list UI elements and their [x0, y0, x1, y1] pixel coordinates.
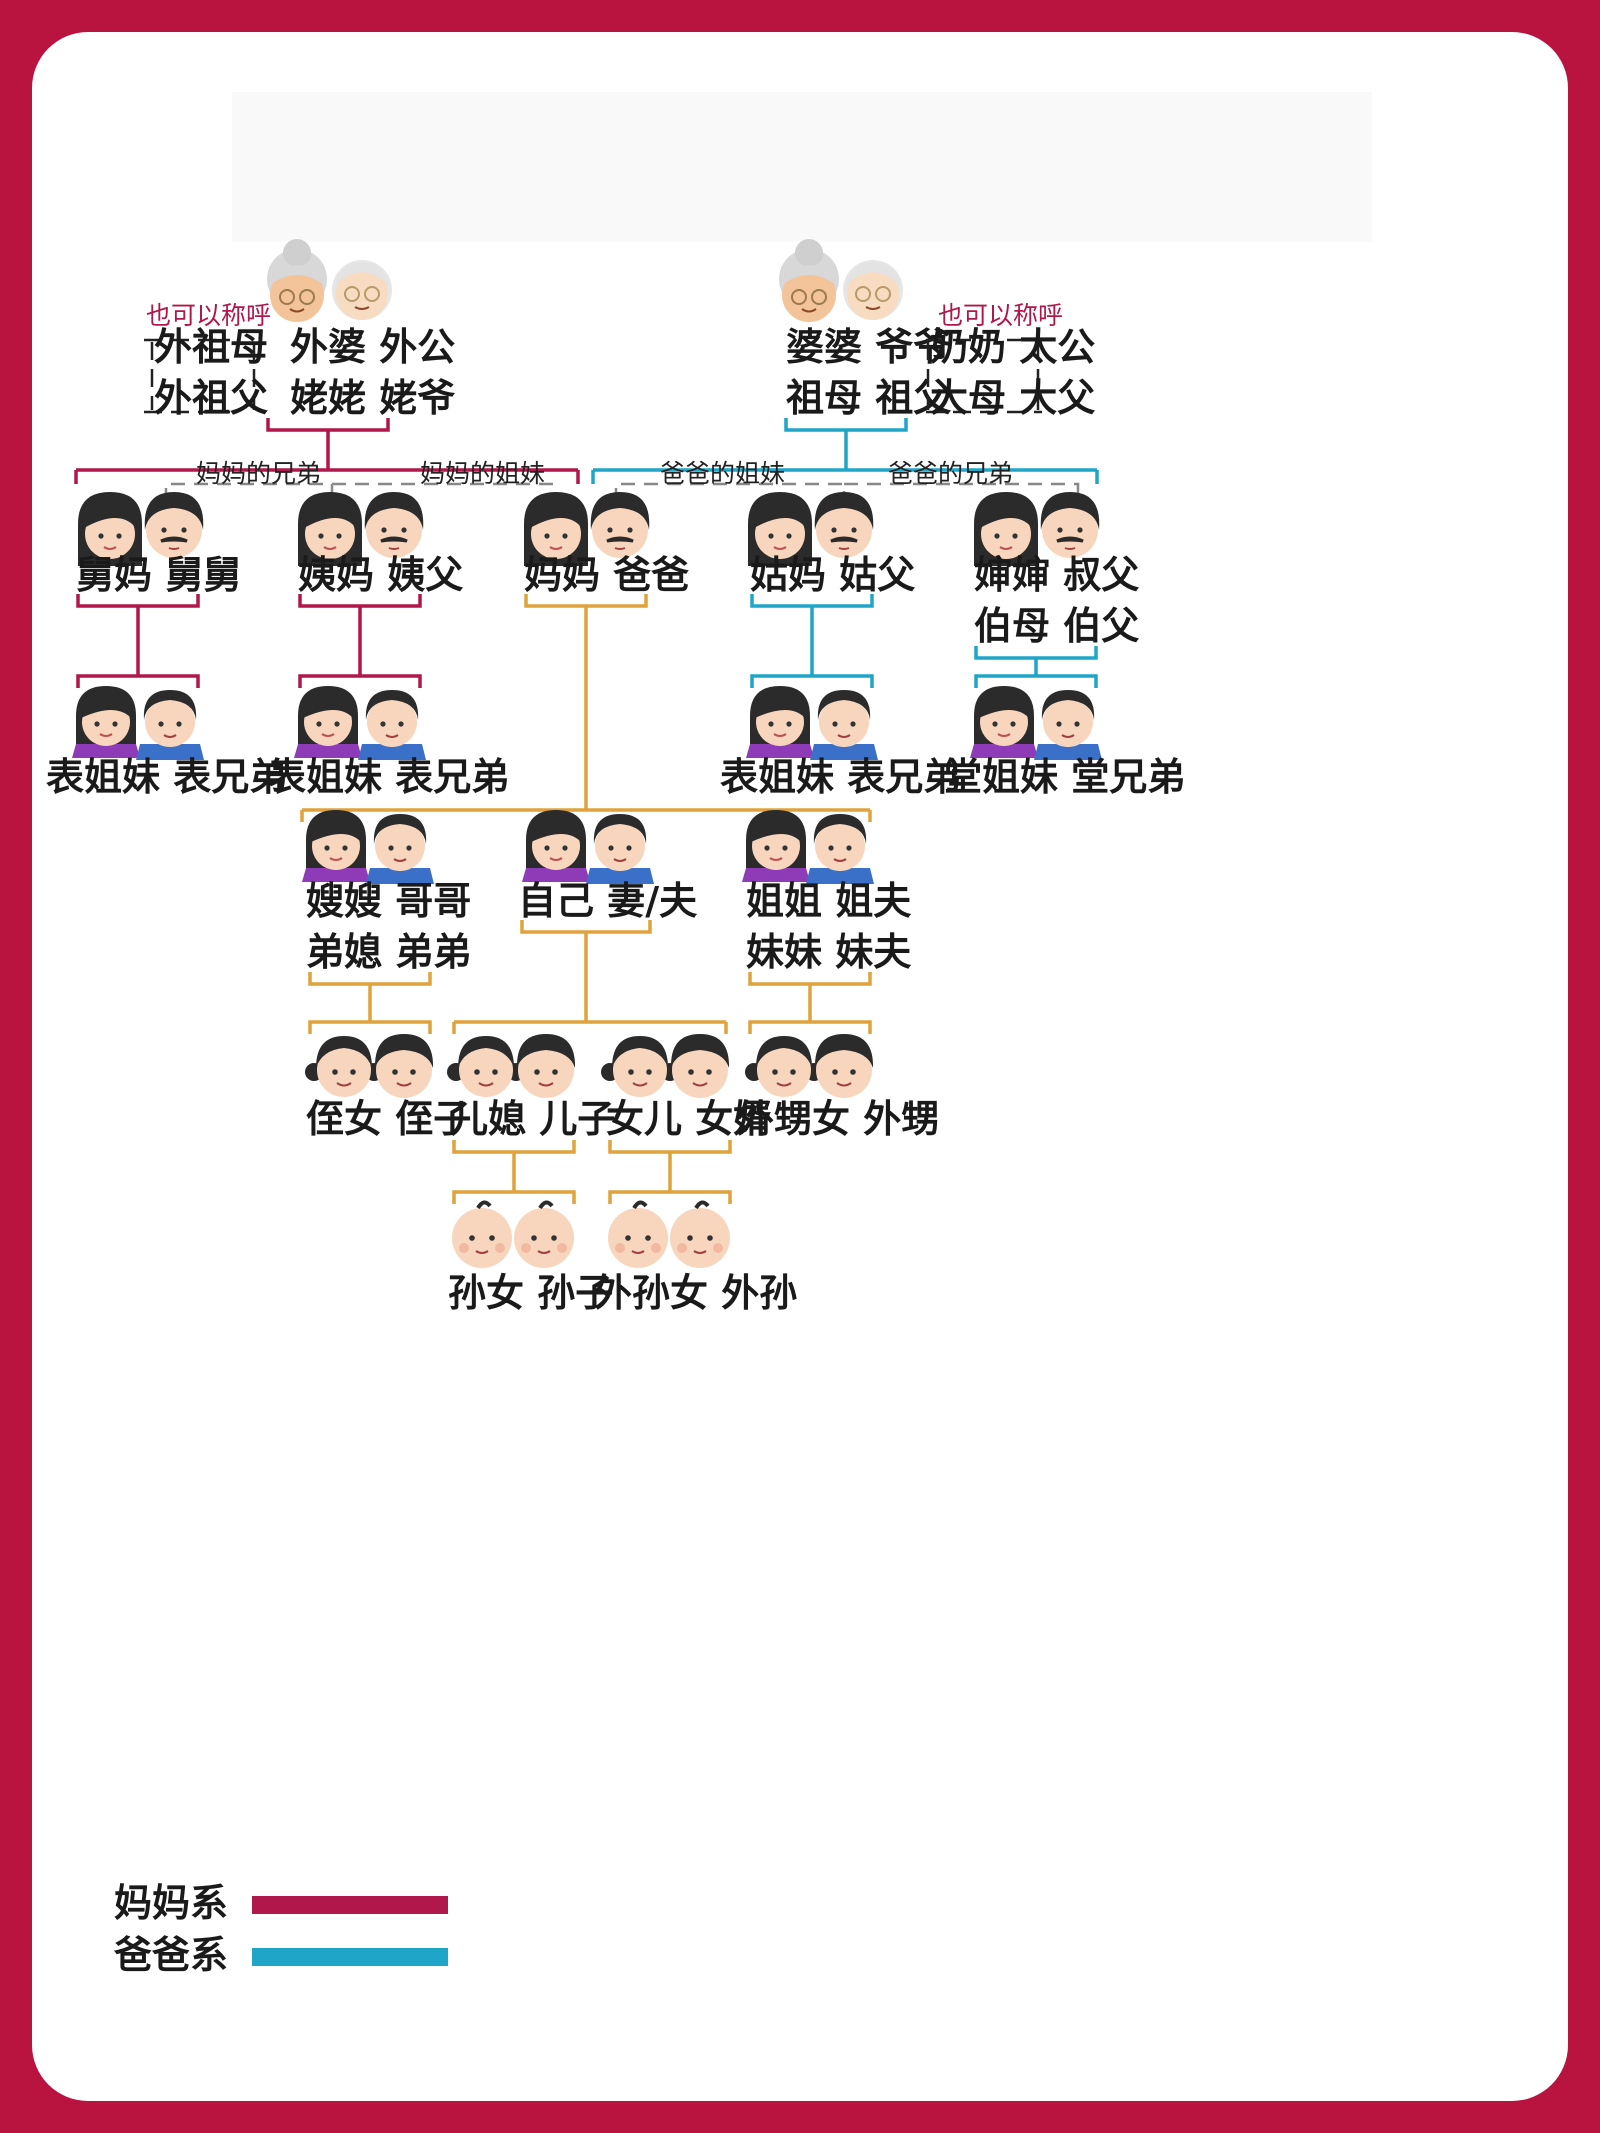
dad-brothers-note: 爸爸的兄弟: [888, 459, 1013, 488]
sister-label-1: 姐姐 姐夫: [746, 879, 911, 923]
cousins-label-1: 表姐妹 表兄弟: [46, 755, 287, 799]
man-icon: [589, 490, 651, 560]
own-line-connector: [300, 594, 872, 822]
legend-mom-swatch: [252, 1896, 448, 1914]
dad-sisters-note: 爸爸的姐妹: [660, 459, 785, 488]
boy-icon: [585, 813, 655, 885]
paternal-alt-bracket: [926, 338, 1042, 414]
mom-aunt-branch: [298, 594, 422, 688]
nephew-label: 侄女 侄子: [306, 1097, 471, 1141]
paternal-aunt-label: 姑妈 姑父: [750, 553, 915, 597]
girl-icon: [741, 809, 811, 883]
legend-dad-swatch: [252, 1948, 448, 1966]
sister-label-2: 妹妹 妹夫: [746, 930, 911, 974]
paternal-uncle-label-2: 伯母 伯父: [974, 604, 1139, 648]
maternal-alt-note: 也可以称呼: [146, 301, 271, 330]
grandchildren-son-label: 孙女 孙子: [448, 1271, 613, 1315]
son-label: 儿媳 儿子: [450, 1097, 615, 1141]
maternal-alt-row1: 外祖母: [154, 325, 268, 369]
baby-icon: [512, 1200, 576, 1270]
paternal-alt-row2: 大母 大父: [930, 376, 1095, 420]
self-branch: [452, 920, 728, 1034]
girl-icon: [71, 685, 141, 759]
poster-frame: 外婆 外公 姥姥 姥爷 也可以称呼 外祖母 外祖父 婆婆 爷爷 祖母 祖父 也可…: [32, 32, 1568, 2101]
paternal-grandparents-alt-label: 祖母 祖父: [786, 376, 951, 420]
kid-boy-icon: [515, 1033, 577, 1099]
paternal-uncle-label-1: 婶婶 叔父: [974, 553, 1139, 597]
daughter-label: 女儿 女婿: [606, 1097, 771, 1141]
mom-side-connector: [74, 418, 580, 484]
grandpa-icon: [331, 259, 393, 321]
family-tree-diagram: 外婆 外公 姥姥 姥爷 也可以称呼 外祖母 外祖父 婆婆 爷爷 祖母 祖父 也可…: [46, 92, 1372, 1977]
boy-icon: [1033, 689, 1103, 761]
maternal-uncle-label: 舅妈 舅舅: [76, 553, 241, 597]
grandma-icon: [266, 238, 328, 323]
sister-branch: [748, 972, 872, 1034]
maternal-alt-bracket: [144, 338, 256, 414]
girl-icon: [969, 685, 1039, 759]
cousins-label-4: 堂姐妹 堂兄弟: [944, 755, 1185, 799]
cousins-label-3: 表姐妹 表兄弟: [720, 755, 961, 799]
sister-children-label: 外甥女 外甥: [736, 1097, 939, 1141]
kid-girl-icon: [446, 1035, 526, 1098]
maternal-aunt-label: 姨妈 姨父: [298, 553, 463, 597]
baby-icon: [606, 1200, 670, 1270]
man-icon: [1039, 490, 1101, 560]
paternal-grandparents-label: 婆婆 爷爷: [786, 325, 951, 369]
son-branch: [452, 1140, 576, 1204]
kid-boy-icon: [669, 1033, 731, 1099]
mom-brothers-note: 妈妈的兄弟: [196, 459, 321, 488]
boy-icon: [805, 813, 875, 885]
kid-boy-icon: [373, 1033, 435, 1099]
daughter-branch: [608, 1140, 732, 1204]
legend: 妈妈系 爸爸系: [113, 1881, 448, 1977]
kid-girl-icon: [600, 1035, 680, 1098]
cousins-label-2: 表姐妹 表兄弟: [268, 755, 509, 799]
paternal-alt-row1: 奶奶 太公: [930, 325, 1095, 369]
brother-label-2: 弟媳 弟弟: [306, 930, 471, 974]
boy-icon: [357, 689, 427, 761]
parents-label: 妈妈 爸爸: [524, 553, 689, 597]
girl-icon: [301, 809, 371, 883]
girl-icon: [745, 685, 815, 759]
grandma-icon: [778, 238, 840, 323]
boy-icon: [135, 689, 205, 761]
legend-mom-label: 妈妈系: [114, 1881, 228, 1925]
legend-dad-label: 爸爸系: [113, 1933, 228, 1977]
boy-icon: [365, 813, 435, 885]
dad-side-connector: [591, 418, 1099, 484]
baby-icon: [668, 1200, 732, 1270]
mom-sisters-note: 妈妈的姐妹: [420, 459, 545, 488]
maternal-alt-row2: 外祖父: [154, 376, 268, 420]
dad-aunt-branch: [750, 594, 874, 688]
title-watermark: [232, 92, 1372, 242]
man-icon: [143, 490, 205, 560]
self-label: 自己 妻/夫: [518, 879, 697, 923]
man-icon: [813, 490, 875, 560]
dad-brothers-marker: [844, 482, 1080, 502]
girl-icon: [293, 685, 363, 759]
girl-icon: [521, 809, 591, 883]
brother-label-1: 嫂嫂 哥哥: [306, 879, 471, 923]
man-icon: [363, 490, 425, 560]
kid-girl-icon: [304, 1035, 384, 1098]
kid-girl-icon: [744, 1035, 824, 1098]
baby-icon: [450, 1200, 514, 1270]
maternal-grandparents-label: 外婆 外公: [290, 325, 455, 369]
dad-uncle-branch: [974, 646, 1098, 688]
boy-icon: [809, 689, 879, 761]
grandchildren-daughter-label: 外孙女 外孙: [594, 1271, 797, 1315]
maternal-grandparents-alt-label: 姥姥 姥爷: [290, 376, 455, 420]
paternal-alt-note: 也可以称呼: [938, 301, 1063, 330]
grandpa-icon: [842, 259, 904, 321]
kid-boy-icon: [813, 1033, 875, 1099]
brother-branch: [308, 972, 432, 1034]
mom-uncle-branch: [76, 594, 200, 688]
